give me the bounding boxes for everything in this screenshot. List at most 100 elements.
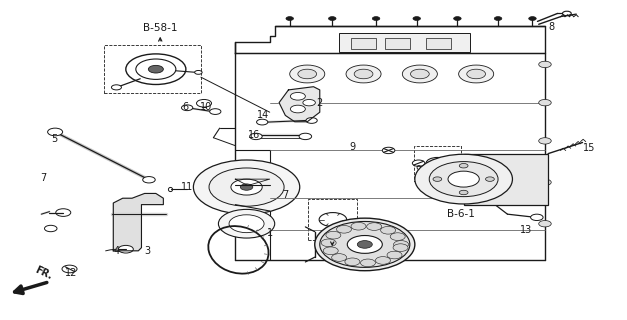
Text: FR.: FR. [33,265,54,282]
Text: 2: 2 [317,98,323,108]
Circle shape [539,179,551,186]
Circle shape [429,162,498,197]
Circle shape [290,65,325,83]
Circle shape [149,65,164,73]
Circle shape [303,100,315,106]
Circle shape [240,184,253,190]
Text: 7: 7 [282,190,288,200]
Circle shape [143,177,155,183]
Text: 13: 13 [520,225,532,235]
Circle shape [454,17,461,20]
Circle shape [485,177,494,181]
Circle shape [539,220,551,227]
Circle shape [250,133,262,140]
Circle shape [48,128,63,136]
Text: 6: 6 [182,102,188,112]
Circle shape [290,105,305,113]
Bar [351,38,376,49]
Text: 5: 5 [51,134,57,144]
Text: 1: 1 [266,228,273,238]
Bar [386,38,411,49]
Circle shape [459,164,468,168]
Circle shape [112,85,122,90]
Circle shape [286,17,293,20]
Circle shape [193,160,300,214]
Circle shape [231,179,262,195]
Circle shape [382,147,395,154]
Circle shape [381,227,396,234]
Circle shape [431,169,444,175]
Bar [104,45,201,93]
Circle shape [466,69,485,79]
Circle shape [56,209,71,216]
Circle shape [433,177,442,181]
Circle shape [347,236,382,253]
Ellipse shape [315,218,415,271]
Circle shape [539,61,551,68]
Circle shape [529,17,536,20]
Circle shape [346,65,381,83]
Bar [308,199,357,240]
Circle shape [387,251,402,259]
Circle shape [194,70,202,74]
Text: 3: 3 [145,246,150,256]
Circle shape [345,258,360,266]
Circle shape [458,65,493,83]
Bar [463,154,548,204]
Circle shape [209,109,221,115]
Circle shape [298,69,317,79]
Circle shape [320,221,410,268]
Circle shape [299,133,312,140]
Circle shape [494,17,502,20]
Polygon shape [113,194,164,251]
Circle shape [376,257,391,264]
Text: 16: 16 [248,130,260,140]
Text: 14: 14 [257,110,270,120]
Circle shape [218,209,275,238]
Text: 9: 9 [416,164,422,174]
Circle shape [448,171,479,187]
Circle shape [326,231,341,239]
Circle shape [196,100,211,107]
Circle shape [539,100,551,106]
Circle shape [306,118,317,123]
Circle shape [413,17,421,20]
Text: B-58-1: B-58-1 [143,22,177,33]
Circle shape [329,17,336,20]
Text: 4: 4 [113,246,120,256]
Circle shape [459,190,468,195]
Circle shape [256,119,268,125]
Text: 11: 11 [181,182,193,192]
Text: 10: 10 [200,102,212,112]
Text: B-6-1: B-6-1 [446,209,475,220]
Circle shape [354,69,373,79]
Circle shape [62,265,77,273]
Circle shape [367,223,382,230]
Bar [426,38,451,49]
Bar [339,33,470,52]
Text: 7: 7 [40,172,46,182]
Circle shape [229,215,264,233]
Circle shape [357,241,372,248]
Circle shape [361,259,376,267]
Circle shape [539,138,551,144]
Text: E-7-1: E-7-1 [328,248,356,258]
Circle shape [562,11,571,16]
Circle shape [45,225,57,232]
Circle shape [290,92,305,100]
Polygon shape [235,179,270,186]
Circle shape [372,17,380,20]
Circle shape [323,247,338,255]
Circle shape [351,222,366,230]
Circle shape [390,233,405,240]
Circle shape [411,69,429,79]
Circle shape [530,214,543,220]
Circle shape [393,244,408,252]
Polygon shape [279,87,320,122]
Circle shape [321,239,336,247]
Circle shape [337,226,352,233]
Circle shape [415,154,512,204]
Circle shape [332,254,347,261]
Text: 8: 8 [548,22,554,32]
Circle shape [181,105,192,111]
